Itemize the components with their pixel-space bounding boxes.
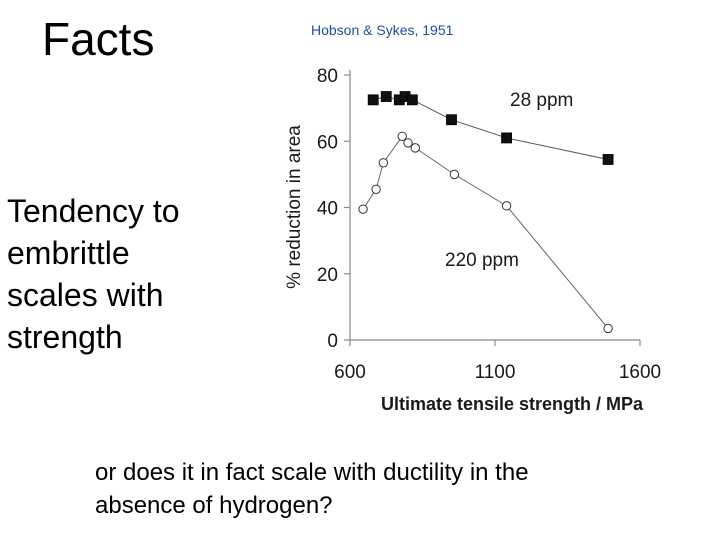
question-text: or does it in fact scale with ductility …	[95, 459, 529, 519]
data-point-circle	[501, 201, 512, 211]
data-point-square	[406, 94, 418, 106]
y-tick-label: 0	[327, 331, 338, 352]
x-tick-label: 600	[334, 362, 366, 383]
chart-labels: 0 20 40 60 80 600 1100 1600 Ultimate tensile str…	[284, 66, 661, 414]
data-point-circle	[449, 169, 460, 180]
x-tick-label: 1100	[475, 362, 516, 383]
data-point-circle	[397, 131, 407, 141]
y-tick-label: 80	[317, 66, 338, 87]
data-point-square	[380, 91, 392, 102]
x-tick-label: 1600	[619, 362, 661, 383]
data-point-circle	[410, 143, 420, 153]
y-tick-label: 60	[317, 132, 338, 153]
citation: Hobson & Sykes, 1951	[311, 22, 454, 38]
series-label: 28 ppm	[510, 90, 573, 111]
y-tick-label: 20	[317, 265, 338, 286]
y-axis-title: % reduction in area	[284, 125, 305, 289]
x-axis-title: Ultimate tensile strength / MPa	[381, 394, 644, 414]
data-point-circle	[403, 138, 413, 148]
series-label: 220 ppm	[445, 250, 519, 271]
series-markers	[358, 91, 614, 334]
chart-axes	[344, 70, 641, 346]
data-point-square	[501, 132, 513, 144]
data-point-circle	[603, 323, 613, 334]
series-lines	[362, 95, 609, 329]
data-point-circle	[378, 158, 389, 168]
y-tick-label: 40	[317, 199, 338, 220]
series-line-1	[362, 135, 609, 329]
data-point-square	[602, 154, 614, 165]
data-point-square	[446, 114, 457, 126]
slide-title: Facts	[42, 13, 155, 65]
data-point-circle	[371, 184, 381, 194]
data-point-square	[367, 94, 379, 106]
data-point-circle	[358, 204, 368, 214]
side-text: Tendency to embrittle scales with streng…	[7, 193, 180, 355]
